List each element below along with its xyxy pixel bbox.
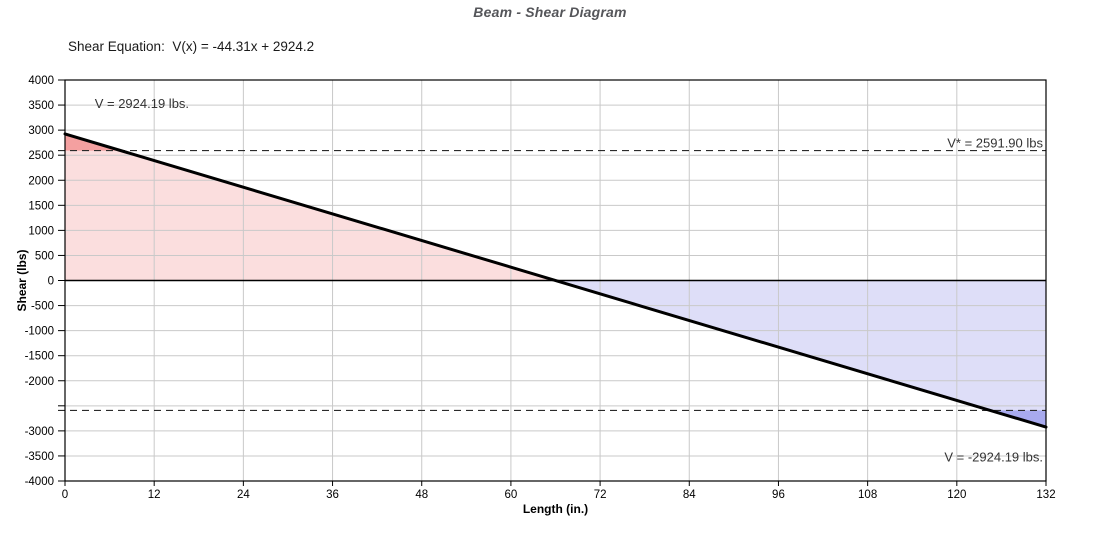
y-tick-label: -3000	[25, 426, 54, 438]
x-tick-label: 24	[237, 489, 250, 501]
y-tick-label: -500	[31, 301, 54, 313]
x-tick-label: 36	[326, 489, 339, 501]
value-annotation: V = 2924.19 lbs.	[95, 96, 189, 111]
x-tick-label: 108	[858, 489, 877, 501]
y-tick-label: 3500	[28, 100, 54, 112]
y-tick-label: -2000	[25, 376, 54, 388]
shear-equation-label: Shear Equation: V(x) = -44.31x + 2924.2	[68, 39, 315, 54]
value-annotation: V = -2924.19 lbs.	[944, 449, 1043, 464]
x-tick-label: 72	[594, 489, 607, 501]
x-tick-label: 48	[415, 489, 428, 501]
x-tick-label: 132	[1036, 489, 1055, 501]
x-tick-label: 84	[683, 489, 696, 501]
y-tick-label: -3500	[25, 451, 54, 463]
y-tick-label: 3000	[28, 125, 54, 137]
y-tick-label: -1500	[25, 351, 54, 363]
shear-line	[63, 132, 1048, 429]
y-tick-label: 4000	[28, 75, 54, 87]
x-tick-label: 60	[505, 489, 518, 501]
x-tick-label: 120	[947, 489, 966, 501]
y-tick-label: 500	[35, 250, 54, 262]
chart-title: Beam - Shear Diagram	[473, 4, 627, 20]
x-tick-label: 12	[148, 489, 161, 501]
y-tick-label: -1000	[25, 326, 54, 338]
y-axis-title: Shear (lbs)	[15, 249, 29, 311]
y-tick-label: 0	[48, 276, 54, 288]
value-annotation: V* = 2591.90 lbs	[947, 136, 1043, 151]
y-tick-label: 2500	[28, 150, 54, 162]
y-tick-label: 1500	[28, 200, 54, 212]
y-tick-label: 2000	[28, 175, 54, 187]
x-axis-title: Length (in.)	[523, 502, 588, 516]
y-tick-label: 1000	[28, 225, 54, 237]
plot-border	[64, 79, 1047, 482]
x-tick-label: 0	[62, 489, 68, 501]
y-tick-label: -4000	[25, 476, 54, 488]
x-tick-label: 96	[772, 489, 785, 501]
